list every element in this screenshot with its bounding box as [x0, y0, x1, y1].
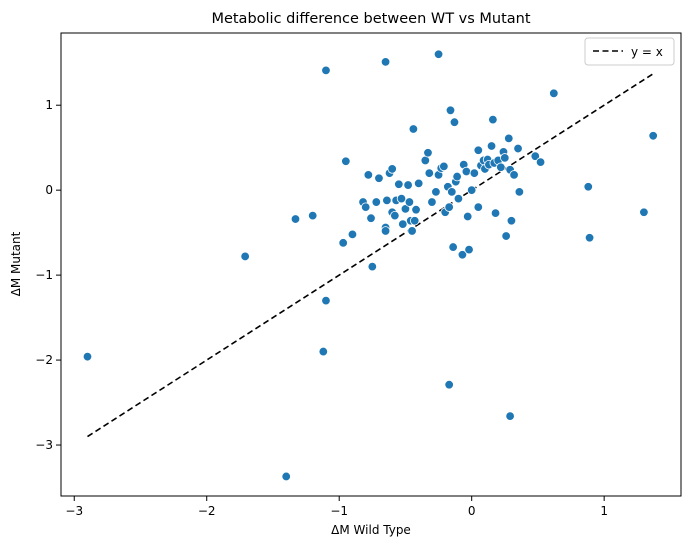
- data-point: [318, 346, 329, 357]
- data-point: [413, 178, 424, 189]
- data-point: [321, 295, 331, 306]
- data-point: [321, 65, 331, 76]
- data-point: [444, 202, 454, 212]
- plot-frame: [60, 32, 682, 497]
- data-point: [281, 471, 291, 482]
- data-point: [504, 133, 514, 144]
- y-axis-label: ΔM Mutant: [9, 231, 23, 296]
- data-point: [463, 211, 473, 222]
- data-point: [535, 157, 546, 167]
- data-point: [382, 195, 392, 206]
- data-point: [410, 216, 420, 226]
- data-point: [387, 164, 397, 174]
- data-point: [433, 49, 444, 59]
- data-point: [445, 105, 456, 116]
- y-tick-label: 1: [45, 98, 53, 112]
- data-point: [448, 242, 458, 252]
- legend: y = x: [584, 37, 675, 66]
- data-point: [513, 143, 523, 154]
- x-tick-label: −3: [65, 504, 83, 518]
- x-axis-ticks: −3 −2 −1 0 1: [65, 496, 608, 518]
- data-point: [473, 202, 484, 212]
- data-point: [506, 216, 517, 226]
- y-tick-label: −1: [35, 268, 53, 282]
- data-point: [427, 197, 437, 207]
- data-point: [424, 168, 434, 178]
- data-point: [394, 179, 404, 189]
- data-point: [639, 207, 649, 217]
- data-point: [431, 187, 441, 197]
- data-point: [347, 229, 358, 240]
- data-point: [374, 173, 384, 183]
- data-point: [452, 171, 462, 182]
- y-tick-label: −3: [35, 438, 53, 452]
- data-point: [390, 210, 400, 221]
- data-point: [403, 180, 413, 190]
- data-point: [464, 244, 474, 255]
- data-point: [240, 251, 250, 262]
- data-point: [338, 238, 348, 248]
- data-point: [366, 213, 376, 223]
- data-point: [367, 261, 378, 272]
- data-point: [444, 380, 454, 390]
- data-point: [466, 185, 477, 195]
- data-point: [404, 197, 415, 207]
- data-point: [461, 166, 472, 177]
- data-point: [341, 156, 351, 166]
- legend-label: y = x: [631, 45, 663, 59]
- data-point: [505, 411, 515, 421]
- data-point: [308, 210, 318, 221]
- data-point: [530, 151, 540, 161]
- data-point: [380, 226, 391, 236]
- data-point: [584, 233, 595, 243]
- data-point: [549, 88, 559, 99]
- data-point: [408, 124, 419, 134]
- data-point: [371, 197, 381, 207]
- data-points: [82, 49, 658, 482]
- reference-line: [87, 73, 654, 438]
- data-point: [423, 148, 433, 158]
- data-point: [648, 131, 658, 141]
- y-tick-label: −2: [35, 353, 53, 367]
- data-point: [380, 57, 391, 67]
- data-point: [407, 226, 417, 236]
- x-tick-label: 1: [600, 504, 608, 518]
- data-point: [290, 214, 301, 224]
- data-point: [583, 182, 593, 192]
- legend-box: [584, 37, 675, 66]
- data-point: [509, 170, 519, 180]
- data-point: [447, 187, 457, 197]
- data-point: [449, 117, 460, 127]
- data-point: [514, 187, 525, 197]
- data-point: [500, 153, 510, 163]
- y-axis-ticks: −3 −2 −1 0 1: [35, 98, 61, 452]
- data-point: [363, 170, 374, 180]
- data-point: [82, 351, 93, 362]
- data-point: [473, 145, 484, 155]
- data-point: [361, 202, 371, 212]
- x-tick-label: −1: [330, 504, 348, 518]
- x-tick-label: 0: [468, 504, 476, 518]
- data-point: [411, 205, 421, 215]
- data-point: [501, 231, 511, 241]
- data-point: [457, 250, 468, 260]
- x-tick-label: −2: [198, 504, 216, 518]
- data-point: [439, 161, 449, 172]
- data-point: [496, 162, 506, 172]
- y-tick-label: 0: [45, 183, 53, 197]
- data-point: [469, 168, 480, 178]
- data-point: [490, 208, 501, 218]
- data-point: [488, 114, 498, 125]
- data-point: [486, 141, 497, 151]
- chart-title: Metabolic difference between WT vs Mutan…: [211, 11, 530, 27]
- x-axis-label: ΔM Wild Type: [331, 523, 411, 537]
- data-point: [398, 219, 408, 229]
- data-point: [453, 193, 464, 204]
- data-point: [396, 193, 407, 204]
